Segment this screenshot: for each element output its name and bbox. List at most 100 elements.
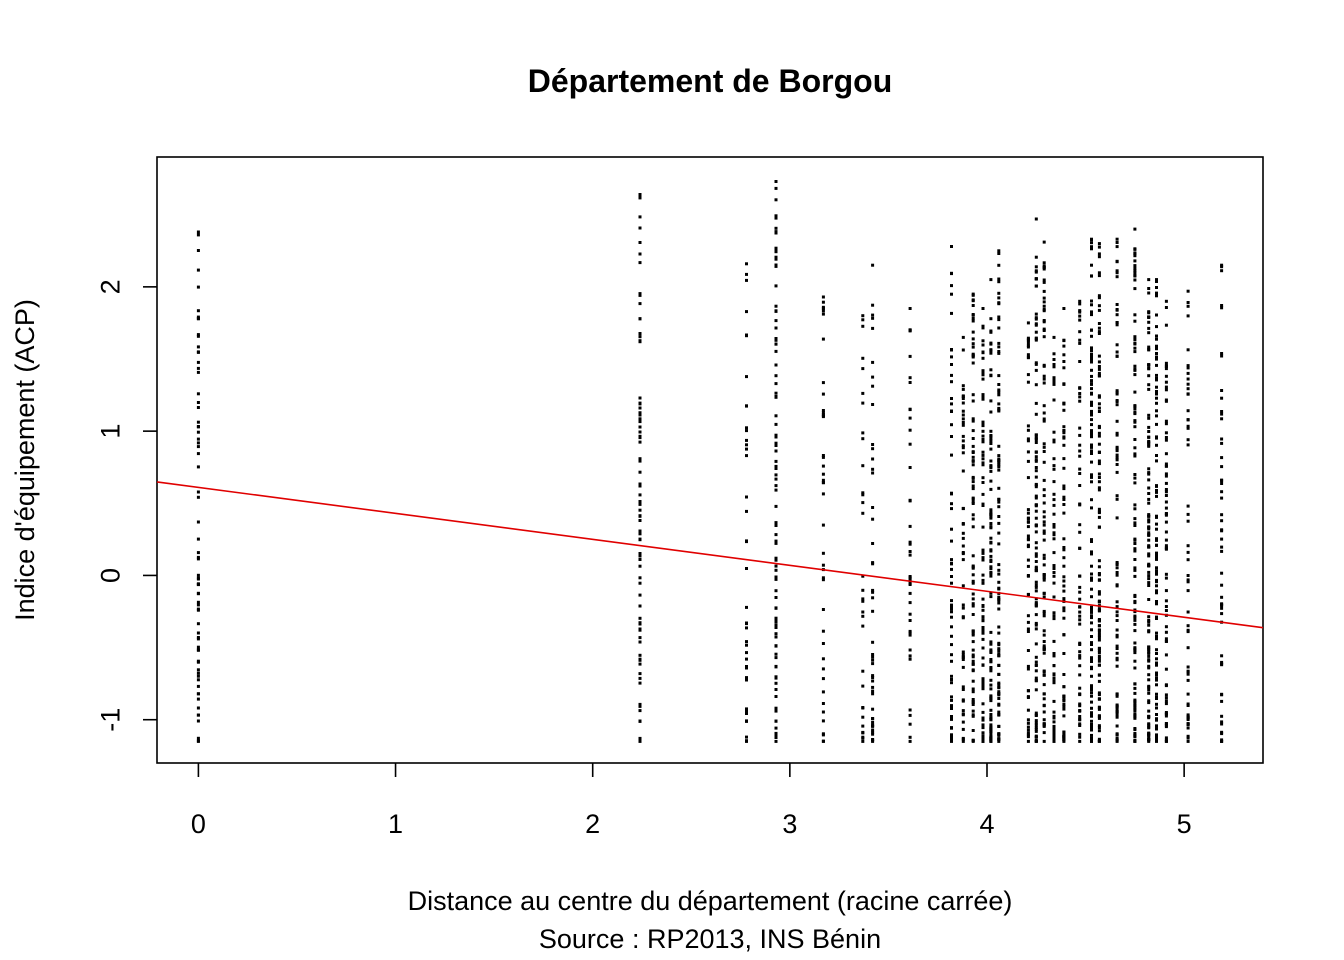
data-point	[1078, 341, 1082, 345]
data-point	[1026, 516, 1030, 520]
data-point	[1133, 622, 1137, 626]
data-point	[1186, 672, 1190, 676]
data-point	[1147, 366, 1151, 370]
data-point	[774, 216, 778, 220]
data-point	[774, 284, 778, 288]
data-point	[1155, 396, 1158, 400]
data-point	[971, 361, 975, 365]
data-point	[1034, 383, 1038, 387]
data-point	[1115, 628, 1119, 632]
data-point	[1097, 659, 1101, 663]
data-point	[997, 739, 1001, 743]
data-point	[1155, 600, 1158, 603]
data-point	[1052, 480, 1056, 484]
data-point	[971, 517, 975, 521]
data-point	[861, 324, 865, 328]
data-point	[989, 330, 993, 334]
data-point	[1164, 436, 1168, 439]
data-point	[1090, 374, 1093, 378]
data-point	[774, 644, 778, 648]
data-point	[989, 687, 993, 691]
data-point	[774, 556, 778, 560]
data-point	[1155, 591, 1158, 595]
data-point	[989, 479, 993, 483]
data-point	[1090, 665, 1093, 669]
data-point	[1220, 410, 1224, 413]
data-point	[1147, 678, 1151, 682]
data-point	[1155, 385, 1158, 389]
data-point	[908, 540, 912, 544]
data-point	[638, 622, 642, 626]
data-point	[1078, 709, 1082, 713]
data-point	[1078, 502, 1082, 506]
data-point	[1155, 566, 1158, 570]
data-point	[638, 554, 642, 558]
data-point	[1034, 726, 1038, 730]
data-point	[1115, 453, 1119, 457]
data-point	[1090, 616, 1093, 620]
data-point	[908, 708, 912, 712]
data-point	[1042, 739, 1046, 743]
data-point	[908, 713, 912, 717]
data-point	[774, 521, 778, 525]
data-point	[1115, 708, 1119, 711]
data-point	[1078, 704, 1082, 708]
data-point	[1034, 255, 1038, 259]
data-point	[1133, 419, 1137, 423]
data-point	[1090, 400, 1093, 404]
data-point	[1062, 443, 1066, 447]
data-point	[1034, 663, 1038, 667]
data-point	[1078, 718, 1082, 722]
data-point	[1147, 629, 1151, 633]
data-point	[908, 407, 912, 411]
data-point	[1042, 556, 1046, 560]
data-point	[908, 416, 912, 420]
data-point	[997, 625, 1001, 629]
data-point	[1052, 503, 1056, 507]
data-point	[1034, 330, 1038, 334]
data-point	[1155, 337, 1158, 341]
data-point	[638, 317, 642, 321]
data-point	[774, 652, 778, 656]
data-point	[1164, 725, 1168, 729]
data-point	[971, 355, 975, 359]
data-point	[1042, 289, 1046, 293]
data-point	[981, 717, 985, 721]
data-point	[196, 370, 200, 374]
data-point	[774, 558, 778, 562]
data-point	[997, 277, 1001, 281]
data-point	[971, 513, 975, 517]
data-point	[638, 500, 642, 503]
data-point	[1026, 355, 1030, 359]
data-point	[981, 326, 985, 330]
data-point	[1034, 627, 1038, 631]
data-point	[196, 600, 200, 604]
data-point	[950, 539, 953, 543]
data-point	[1220, 654, 1224, 658]
data-point	[1220, 456, 1224, 460]
data-point	[1115, 704, 1119, 708]
data-point	[1090, 621, 1093, 625]
data-point	[1090, 358, 1093, 362]
data-point	[774, 374, 778, 378]
data-point	[1133, 691, 1137, 695]
data-point	[961, 335, 965, 339]
data-point	[1220, 352, 1224, 355]
data-point	[1164, 699, 1168, 703]
data-point	[1090, 355, 1093, 359]
data-point	[971, 480, 975, 484]
data-point	[871, 471, 875, 475]
data-point	[989, 630, 993, 634]
data-point	[989, 510, 993, 514]
data-point	[745, 454, 748, 458]
data-point	[1164, 599, 1168, 603]
data-point	[1097, 326, 1101, 330]
data-point	[908, 591, 912, 595]
data-point	[1090, 506, 1093, 510]
data-point	[961, 603, 965, 607]
data-point	[861, 511, 865, 515]
data-point	[950, 736, 953, 740]
data-point	[1133, 682, 1137, 686]
data-point	[971, 738, 975, 742]
